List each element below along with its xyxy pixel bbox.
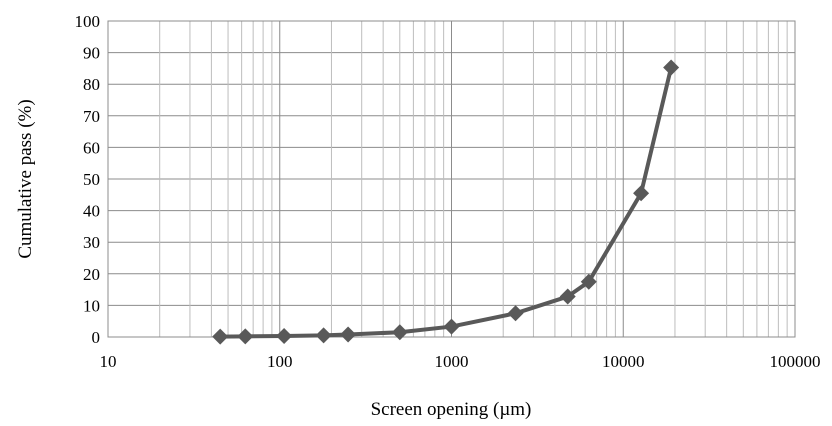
x-tick-label: 100000: [770, 352, 821, 371]
data-point-marker: [443, 318, 460, 335]
data-point-marker: [580, 273, 597, 290]
y-tick-label: 70: [83, 107, 100, 126]
x-tick-labels: 10 100 1000 10000 100000: [100, 352, 821, 371]
y-tick-label: 10: [83, 296, 100, 315]
data-point-marker: [663, 59, 680, 76]
data-point-marker: [507, 305, 524, 322]
data-point-marker: [559, 288, 576, 305]
data-point-marker: [340, 326, 357, 343]
y-tick-label: 20: [83, 265, 100, 284]
y-tick-labels: 0 10 20 30 40 50 60 70 80 90 100: [75, 12, 101, 347]
y-tick-label: 0: [92, 328, 101, 347]
y-tick-label: 60: [83, 138, 100, 157]
data-series: [212, 59, 680, 345]
x-tick-label: 100: [267, 352, 293, 371]
x-tick-label: 10: [100, 352, 117, 371]
y-tick-label: 40: [83, 202, 100, 221]
y-axis-label: Cumulative pass (%): [15, 99, 36, 258]
y-tick-label: 100: [75, 12, 101, 31]
data-point-marker: [276, 328, 293, 345]
data-point-marker: [633, 185, 650, 202]
data-point-marker: [315, 327, 332, 344]
data-point-marker: [237, 328, 254, 345]
y-tick-label: 80: [83, 75, 100, 94]
y-tick-label: 50: [83, 170, 100, 189]
y-tick-label: 90: [83, 44, 100, 63]
x-axis-label: Screen opening (µm): [371, 399, 532, 420]
grid: [107, 20, 795, 338]
x-tick-label: 10000: [602, 352, 645, 371]
plot-area: [107, 20, 796, 338]
data-point-marker: [212, 328, 229, 345]
x-tick-label: 1000: [435, 352, 469, 371]
y-tick-label: 30: [83, 233, 100, 252]
series-line: [220, 66, 674, 339]
data-point-marker: [391, 324, 408, 341]
